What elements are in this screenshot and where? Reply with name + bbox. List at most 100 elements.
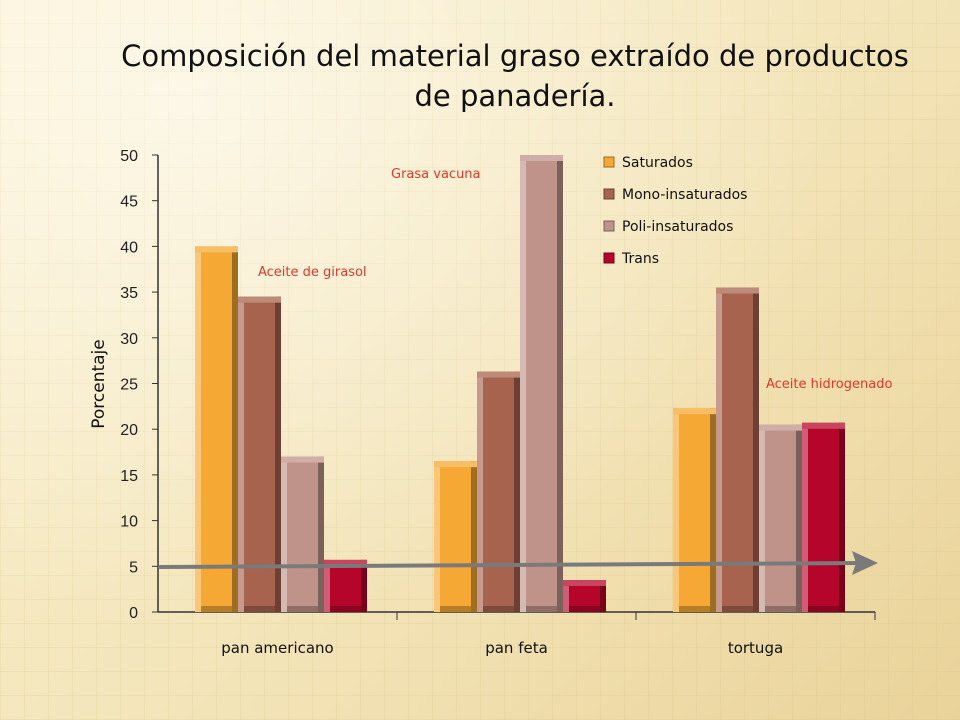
bar-edge-top bbox=[673, 408, 716, 415]
bar-edge-right bbox=[600, 580, 606, 612]
bar-edge-bottom bbox=[244, 606, 275, 612]
y-axis-label: Porcentaje bbox=[89, 339, 109, 429]
bar-edge-top bbox=[563, 580, 606, 587]
bar-face bbox=[673, 408, 716, 612]
bar-edge-bottom bbox=[287, 606, 318, 612]
legend-label: Trans bbox=[621, 251, 659, 267]
bar-edge-right bbox=[557, 155, 563, 612]
bar-face bbox=[434, 461, 477, 612]
bar-edge-bottom bbox=[569, 606, 600, 612]
bar-edge-left bbox=[673, 408, 679, 612]
bar-edge-top bbox=[281, 456, 324, 463]
bar-edge-top bbox=[520, 155, 563, 161]
y-tick-label: 10 bbox=[120, 514, 138, 531]
bar-edge-left bbox=[238, 296, 244, 612]
y-tick-label: 40 bbox=[120, 239, 138, 256]
reference-arrow-head bbox=[852, 551, 878, 575]
y-tick-label: 5 bbox=[129, 559, 138, 576]
bar-face bbox=[324, 559, 367, 612]
annotation-label: Grasa vacuna bbox=[391, 167, 481, 182]
bar-edge-left bbox=[434, 461, 440, 612]
bar-edge-top bbox=[434, 461, 477, 468]
y-tick-label: 15 bbox=[120, 468, 138, 485]
reference-arrow bbox=[158, 551, 878, 575]
bar-face bbox=[520, 155, 563, 612]
bar-edge-top bbox=[195, 246, 238, 253]
legend-swatch bbox=[603, 188, 615, 200]
bar-edge-left bbox=[802, 422, 808, 612]
bar-edge-left bbox=[477, 371, 483, 612]
bar-edge-left bbox=[520, 155, 526, 612]
bar-edge-bottom bbox=[722, 606, 753, 612]
bar-edge-bottom bbox=[483, 606, 514, 612]
y-tick-label: 45 bbox=[120, 194, 138, 211]
bar-face bbox=[802, 422, 845, 612]
bar-edge-right bbox=[710, 408, 716, 612]
bar-edge-top bbox=[238, 296, 281, 303]
bar-face bbox=[759, 424, 802, 612]
reference-arrow-shaft bbox=[158, 561, 864, 569]
bar-edge-bottom bbox=[526, 606, 557, 612]
bar-edge-right bbox=[318, 456, 324, 612]
bar-edge-right bbox=[514, 371, 520, 612]
bar-edge-bottom bbox=[808, 606, 839, 612]
x-category-label: pan feta bbox=[485, 639, 548, 657]
bar-edge-right bbox=[839, 422, 845, 612]
bar-face bbox=[195, 246, 238, 612]
annotation-label: Aceite hidrogenado bbox=[766, 377, 892, 392]
y-tick-label: 20 bbox=[120, 422, 138, 439]
legend-label: Poli-insaturados bbox=[622, 219, 733, 235]
bar bbox=[324, 559, 367, 612]
y-tick-label: 25 bbox=[120, 377, 138, 394]
bar-edge-left bbox=[195, 246, 201, 612]
legend-swatch bbox=[603, 220, 615, 232]
bar bbox=[759, 424, 802, 612]
bar-edge-right bbox=[361, 559, 367, 612]
bar-edge-right bbox=[471, 461, 477, 612]
bar-edge-left bbox=[563, 580, 569, 612]
bar-edge-bottom bbox=[201, 606, 232, 612]
bar-edge-left bbox=[324, 559, 330, 612]
bar-face bbox=[716, 287, 759, 612]
bar-edge-left bbox=[716, 287, 722, 612]
bar-edge-top bbox=[324, 559, 367, 566]
y-tick-label: 30 bbox=[120, 331, 138, 348]
bar bbox=[434, 461, 477, 612]
bar bbox=[716, 287, 759, 612]
bar-edge-top bbox=[802, 422, 845, 429]
legend-swatch bbox=[603, 252, 615, 264]
bar-edge-top bbox=[477, 371, 520, 378]
bar-edge-right bbox=[796, 424, 802, 612]
bar-edge-bottom bbox=[765, 606, 796, 612]
bar bbox=[563, 580, 606, 612]
bar-edge-bottom bbox=[679, 606, 710, 612]
x-category-label: tortuga bbox=[728, 639, 783, 657]
y-tick-label: 0 bbox=[129, 605, 138, 622]
bar-face bbox=[238, 296, 281, 612]
x-category-label: pan americano bbox=[221, 639, 333, 657]
bar bbox=[477, 371, 520, 612]
bar-edge-right bbox=[275, 296, 281, 612]
y-tick-label: 35 bbox=[120, 285, 138, 302]
legend-label: Saturados bbox=[622, 155, 693, 171]
bar-face bbox=[477, 371, 520, 612]
bar-face bbox=[281, 456, 324, 612]
bar bbox=[673, 408, 716, 612]
bar-edge-left bbox=[759, 424, 765, 612]
bar bbox=[195, 246, 238, 612]
bar-edge-left bbox=[281, 456, 287, 612]
annotation-label: Aceite de girasol bbox=[258, 265, 367, 280]
y-tick-label: 50 bbox=[120, 148, 138, 165]
bar-edge-right bbox=[232, 246, 238, 612]
bar bbox=[520, 155, 563, 612]
bar-edge-bottom bbox=[440, 606, 471, 612]
bar-edge-top bbox=[759, 424, 802, 431]
bar-edge-bottom bbox=[330, 606, 361, 612]
chart-title: Composición del material graso extraído … bbox=[121, 39, 909, 113]
legend-label: Mono-insaturados bbox=[622, 187, 747, 203]
bar bbox=[238, 296, 281, 612]
bar bbox=[281, 456, 324, 612]
bar-edge-right bbox=[753, 287, 759, 612]
bar bbox=[802, 422, 845, 612]
